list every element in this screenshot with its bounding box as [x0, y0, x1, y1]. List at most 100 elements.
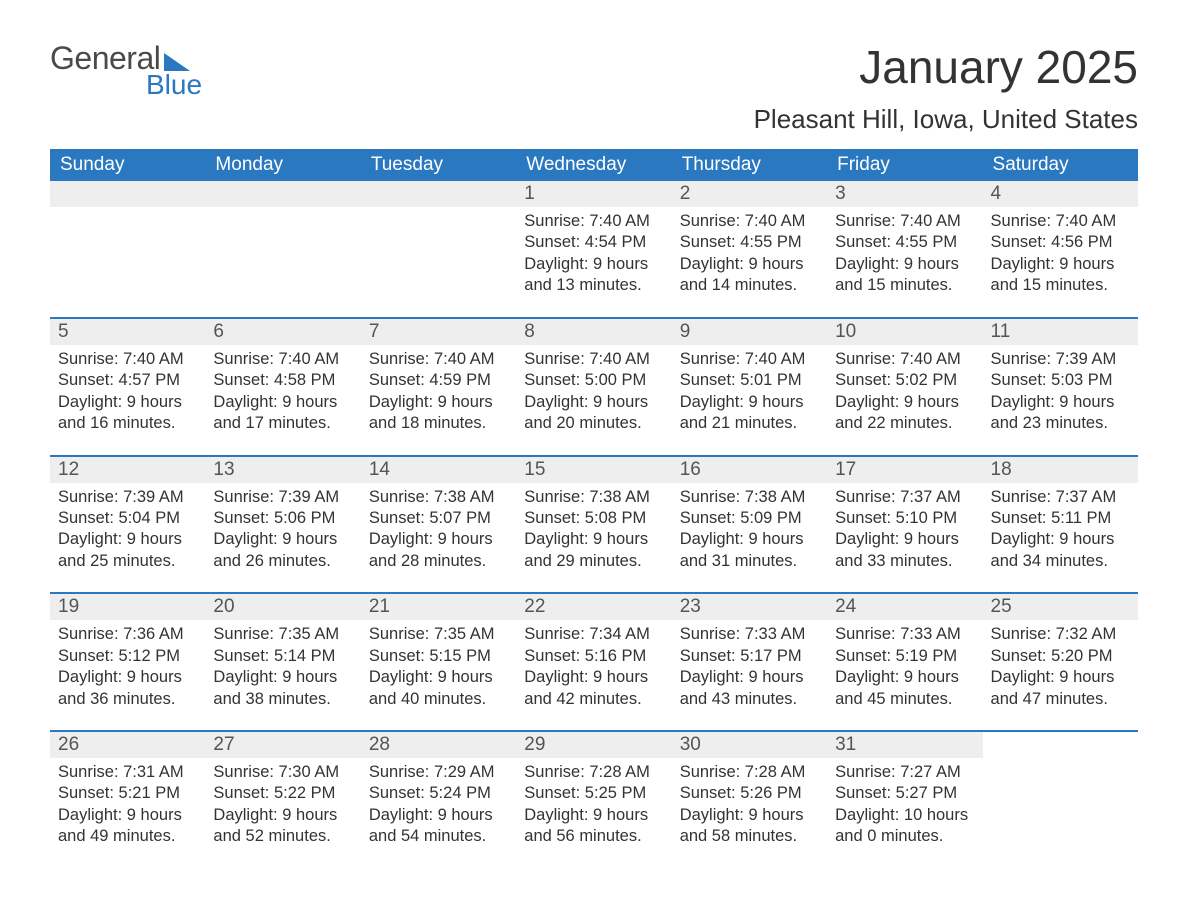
daylight-line: Daylight: 9 hours and 40 minutes. [369, 667, 508, 710]
daylight-line: Daylight: 9 hours and 15 minutes. [991, 254, 1130, 297]
day-number: 15 [516, 457, 671, 483]
daylight-line: Daylight: 9 hours and 54 minutes. [369, 805, 508, 848]
sunrise-line: Sunrise: 7:40 AM [991, 211, 1130, 232]
daylight-line: Daylight: 9 hours and 23 minutes. [991, 392, 1130, 435]
sunset-line: Sunset: 5:24 PM [369, 783, 508, 804]
daylight-line: Daylight: 9 hours and 47 minutes. [991, 667, 1130, 710]
day-body: Sunrise: 7:38 AMSunset: 5:07 PMDaylight:… [361, 483, 516, 573]
day-cell [205, 181, 360, 303]
sunset-line: Sunset: 4:55 PM [680, 232, 819, 253]
sunrise-line: Sunrise: 7:40 AM [524, 349, 663, 370]
logo-general-text: General [50, 40, 160, 77]
day-number: 24 [827, 594, 982, 620]
sunset-line: Sunset: 5:11 PM [991, 508, 1130, 529]
sunset-line: Sunset: 4:57 PM [58, 370, 197, 391]
sunrise-line: Sunrise: 7:28 AM [524, 762, 663, 783]
day-body: Sunrise: 7:40 AMSunset: 5:02 PMDaylight:… [827, 345, 982, 435]
day-number: 10 [827, 319, 982, 345]
day-body: Sunrise: 7:30 AMSunset: 5:22 PMDaylight:… [205, 758, 360, 848]
day-body: Sunrise: 7:29 AMSunset: 5:24 PMDaylight:… [361, 758, 516, 848]
day-number: 28 [361, 732, 516, 758]
sunrise-line: Sunrise: 7:28 AM [680, 762, 819, 783]
week-row: 5Sunrise: 7:40 AMSunset: 4:57 PMDaylight… [50, 317, 1138, 441]
daylight-line: Daylight: 9 hours and 38 minutes. [213, 667, 352, 710]
week-row: 12Sunrise: 7:39 AMSunset: 5:04 PMDayligh… [50, 455, 1138, 579]
day-body: Sunrise: 7:28 AMSunset: 5:26 PMDaylight:… [672, 758, 827, 848]
weekday-header: Tuesday [361, 149, 516, 181]
day-cell: 22Sunrise: 7:34 AMSunset: 5:16 PMDayligh… [516, 594, 671, 716]
day-number [50, 181, 205, 207]
sunrise-line: Sunrise: 7:40 AM [369, 349, 508, 370]
day-body: Sunrise: 7:33 AMSunset: 5:17 PMDaylight:… [672, 620, 827, 710]
sunrise-line: Sunrise: 7:40 AM [680, 211, 819, 232]
weekday-header: Sunday [50, 149, 205, 181]
sunrise-line: Sunrise: 7:38 AM [680, 487, 819, 508]
week-row: 1Sunrise: 7:40 AMSunset: 4:54 PMDaylight… [50, 181, 1138, 303]
day-cell: 14Sunrise: 7:38 AMSunset: 5:07 PMDayligh… [361, 457, 516, 579]
daylight-line: Daylight: 9 hours and 33 minutes. [835, 529, 974, 572]
weeks-container: 1Sunrise: 7:40 AMSunset: 4:54 PMDaylight… [50, 181, 1138, 854]
sunset-line: Sunset: 5:03 PM [991, 370, 1130, 391]
day-cell: 11Sunrise: 7:39 AMSunset: 5:03 PMDayligh… [983, 319, 1138, 441]
week-row: 19Sunrise: 7:36 AMSunset: 5:12 PMDayligh… [50, 592, 1138, 716]
sunset-line: Sunset: 5:01 PM [680, 370, 819, 391]
day-cell: 19Sunrise: 7:36 AMSunset: 5:12 PMDayligh… [50, 594, 205, 716]
day-cell: 25Sunrise: 7:32 AMSunset: 5:20 PMDayligh… [983, 594, 1138, 716]
weekday-header: Saturday [983, 149, 1138, 181]
day-body: Sunrise: 7:40 AMSunset: 5:00 PMDaylight:… [516, 345, 671, 435]
logo-blue-text: Blue [146, 69, 202, 101]
day-number: 2 [672, 181, 827, 207]
daylight-line: Daylight: 9 hours and 28 minutes. [369, 529, 508, 572]
day-number: 27 [205, 732, 360, 758]
sunset-line: Sunset: 5:06 PM [213, 508, 352, 529]
sunrise-line: Sunrise: 7:40 AM [524, 211, 663, 232]
day-body: Sunrise: 7:28 AMSunset: 5:25 PMDaylight:… [516, 758, 671, 848]
day-number: 1 [516, 181, 671, 207]
day-body: Sunrise: 7:38 AMSunset: 5:09 PMDaylight:… [672, 483, 827, 573]
daylight-line: Daylight: 9 hours and 42 minutes. [524, 667, 663, 710]
weekday-header: Monday [205, 149, 360, 181]
sunrise-line: Sunrise: 7:27 AM [835, 762, 974, 783]
day-cell: 3Sunrise: 7:40 AMSunset: 4:55 PMDaylight… [827, 181, 982, 303]
sunrise-line: Sunrise: 7:35 AM [369, 624, 508, 645]
daylight-line: Daylight: 9 hours and 22 minutes. [835, 392, 974, 435]
day-body: Sunrise: 7:37 AMSunset: 5:11 PMDaylight:… [983, 483, 1138, 573]
day-number: 16 [672, 457, 827, 483]
daylight-line: Daylight: 9 hours and 15 minutes. [835, 254, 974, 297]
sunrise-line: Sunrise: 7:33 AM [835, 624, 974, 645]
daylight-line: Daylight: 9 hours and 45 minutes. [835, 667, 974, 710]
day-number: 25 [983, 594, 1138, 620]
day-cell: 13Sunrise: 7:39 AMSunset: 5:06 PMDayligh… [205, 457, 360, 579]
sunrise-line: Sunrise: 7:40 AM [213, 349, 352, 370]
weekday-header-row: SundayMondayTuesdayWednesdayThursdayFrid… [50, 149, 1138, 181]
calendar: SundayMondayTuesdayWednesdayThursdayFrid… [50, 149, 1138, 854]
daylight-line: Daylight: 9 hours and 26 minutes. [213, 529, 352, 572]
sunset-line: Sunset: 5:20 PM [991, 646, 1130, 667]
day-number: 17 [827, 457, 982, 483]
sunrise-line: Sunrise: 7:33 AM [680, 624, 819, 645]
day-body: Sunrise: 7:40 AMSunset: 4:55 PMDaylight:… [827, 207, 982, 297]
day-number: 13 [205, 457, 360, 483]
sunrise-line: Sunrise: 7:29 AM [369, 762, 508, 783]
day-cell: 26Sunrise: 7:31 AMSunset: 5:21 PMDayligh… [50, 732, 205, 854]
sunset-line: Sunset: 4:54 PM [524, 232, 663, 253]
sunset-line: Sunset: 5:10 PM [835, 508, 974, 529]
sunset-line: Sunset: 5:16 PM [524, 646, 663, 667]
sunset-line: Sunset: 5:19 PM [835, 646, 974, 667]
day-cell: 27Sunrise: 7:30 AMSunset: 5:22 PMDayligh… [205, 732, 360, 854]
day-body: Sunrise: 7:40 AMSunset: 5:01 PMDaylight:… [672, 345, 827, 435]
day-body: Sunrise: 7:35 AMSunset: 5:15 PMDaylight:… [361, 620, 516, 710]
daylight-line: Daylight: 9 hours and 58 minutes. [680, 805, 819, 848]
sunrise-line: Sunrise: 7:39 AM [991, 349, 1130, 370]
day-cell [361, 181, 516, 303]
sunrise-line: Sunrise: 7:40 AM [680, 349, 819, 370]
sunset-line: Sunset: 5:04 PM [58, 508, 197, 529]
day-cell: 9Sunrise: 7:40 AMSunset: 5:01 PMDaylight… [672, 319, 827, 441]
day-cell: 21Sunrise: 7:35 AMSunset: 5:15 PMDayligh… [361, 594, 516, 716]
day-body: Sunrise: 7:31 AMSunset: 5:21 PMDaylight:… [50, 758, 205, 848]
day-number: 30 [672, 732, 827, 758]
sunrise-line: Sunrise: 7:39 AM [58, 487, 197, 508]
day-number: 23 [672, 594, 827, 620]
day-cell: 8Sunrise: 7:40 AMSunset: 5:00 PMDaylight… [516, 319, 671, 441]
location-subtitle: Pleasant Hill, Iowa, United States [754, 104, 1138, 135]
